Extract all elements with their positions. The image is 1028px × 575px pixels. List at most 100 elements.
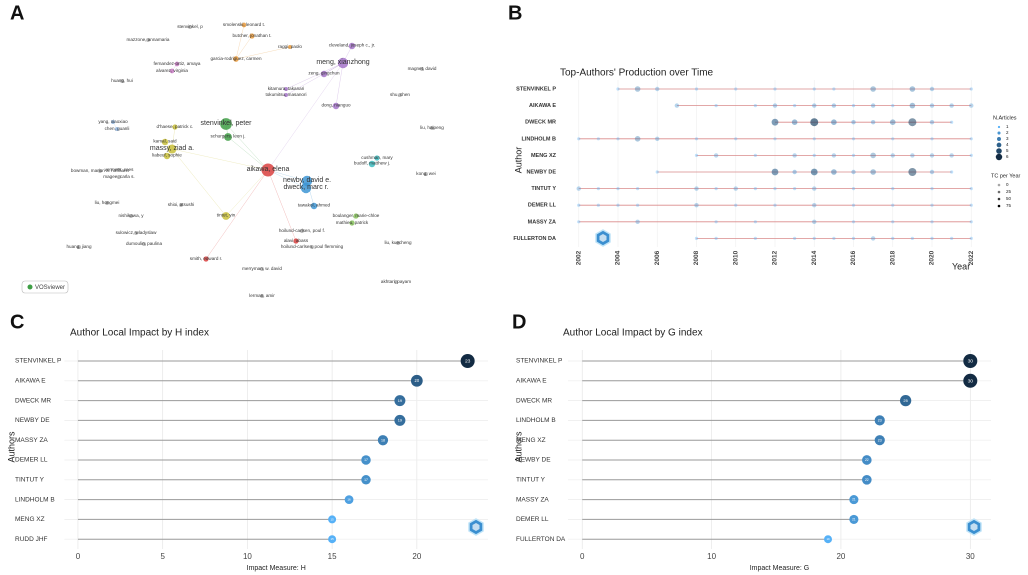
- dot: [891, 104, 895, 108]
- x-axis-label: Impact Measure: G: [750, 565, 810, 572]
- y-tick-label: DWECK MR: [15, 397, 51, 404]
- node: [233, 56, 239, 62]
- node-label: smolenski, leonard t.: [223, 22, 265, 27]
- dot: [870, 120, 876, 125]
- dot: [616, 203, 620, 207]
- dot: [930, 137, 934, 141]
- node-label: massy, ziad a.: [150, 145, 194, 152]
- dot: [969, 203, 973, 207]
- dot: [812, 236, 816, 240]
- dot: [328, 535, 337, 544]
- dot: [394, 395, 406, 407]
- node-label: kamal, said: [153, 139, 177, 144]
- node: [146, 38, 150, 42]
- legend-swatch: [997, 183, 1001, 187]
- value-label: 23: [878, 419, 882, 423]
- dot: [909, 102, 916, 109]
- node: [349, 220, 355, 226]
- y-axis-label: Authors: [6, 431, 16, 463]
- node-label: merryman, w. david: [242, 266, 282, 271]
- node-label: dweck, marc r.: [283, 184, 328, 191]
- dot: [929, 86, 935, 92]
- node: [394, 280, 398, 284]
- panel-letter: D: [512, 311, 526, 333]
- dot: [792, 169, 797, 175]
- dot: [899, 394, 912, 407]
- dot: [577, 137, 581, 141]
- dot: [930, 187, 934, 191]
- hex-logo: [595, 229, 611, 247]
- legend-title: TC per Year: [991, 173, 1021, 179]
- value-label: 15: [331, 537, 335, 541]
- dot: [812, 203, 817, 208]
- dot: [576, 186, 581, 191]
- node: [300, 182, 312, 194]
- node-label: stenvinkel, p: [177, 24, 203, 29]
- edge: [171, 148, 227, 217]
- node-label: mazzone, annamaria: [127, 37, 170, 42]
- dot: [908, 168, 917, 176]
- dot: [772, 103, 778, 108]
- node: [348, 42, 356, 50]
- dot: [793, 236, 797, 240]
- edge: [235, 35, 253, 60]
- x-tick-label: 2014: [811, 250, 818, 265]
- node-label: liu, hongmei: [95, 200, 120, 205]
- y-tick-label: NEWBY DE: [15, 417, 50, 424]
- x-axis-label: Year: [952, 261, 970, 271]
- x-tick-label: 2020: [929, 250, 936, 265]
- network-edges: [112, 24, 378, 260]
- dot: [636, 203, 640, 207]
- dot: [851, 137, 856, 141]
- node-label: hoilund-carlsen, poul flemming: [281, 244, 344, 249]
- node-label: dong, nianguo: [321, 103, 351, 108]
- dot: [870, 169, 876, 175]
- node: [241, 22, 247, 28]
- dot: [930, 236, 934, 240]
- dot: [969, 137, 973, 141]
- node: [117, 168, 121, 172]
- dot: [849, 495, 859, 505]
- dot: [714, 236, 718, 240]
- node-label: zeng, qingchun: [308, 71, 340, 76]
- node: [396, 241, 400, 245]
- edge: [285, 62, 344, 96]
- dot: [851, 120, 856, 125]
- chart-title: Top-Authors' Production over Time: [560, 68, 714, 79]
- x-tick-label: 30: [966, 552, 975, 561]
- legend-swatch: [997, 125, 1001, 129]
- dot: [361, 475, 371, 485]
- dot: [851, 187, 856, 191]
- y-tick-label: LINDHOLM B: [521, 136, 556, 142]
- dot: [851, 104, 856, 108]
- dot: [694, 186, 699, 191]
- x-tick-label: 2012: [772, 250, 779, 265]
- node: [169, 68, 175, 74]
- node: [222, 212, 230, 220]
- dot: [891, 203, 895, 207]
- y-tick-label: MENG XZ: [531, 153, 557, 159]
- y-tick-label: MASSY ZA: [15, 437, 48, 444]
- dot: [694, 203, 699, 208]
- dot: [851, 203, 856, 207]
- node-label: cushman, mary: [361, 155, 393, 160]
- node-label: alvarez, virginia: [156, 68, 188, 73]
- legend-swatch: [997, 131, 1001, 135]
- node-label: butcher, jonathan t.: [232, 33, 271, 38]
- y-tick-label: TINTUT Y: [15, 477, 45, 484]
- node: [337, 57, 349, 69]
- dot: [812, 87, 816, 91]
- dot: [634, 136, 641, 142]
- node: [249, 33, 255, 39]
- node-label: shioi, atsushi: [168, 202, 195, 207]
- node: [261, 163, 275, 177]
- dot: [810, 168, 818, 176]
- node: [310, 245, 314, 249]
- dot: [832, 87, 836, 91]
- dot: [890, 153, 895, 158]
- dot: [793, 104, 797, 108]
- node: [368, 160, 376, 168]
- node: [161, 138, 169, 146]
- logo-text: VOSviewer: [35, 285, 65, 291]
- x-tick-label: 5: [160, 552, 165, 561]
